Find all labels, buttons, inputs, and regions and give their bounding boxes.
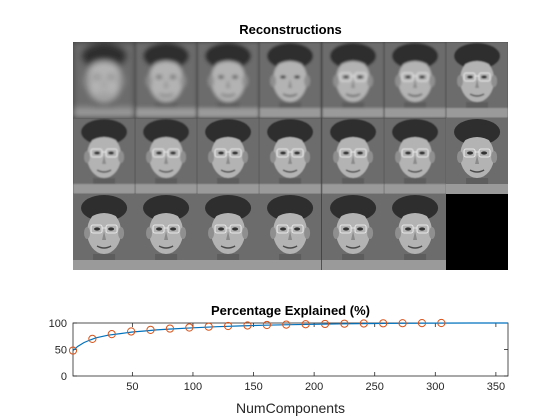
reconstruction-tile [73,194,136,270]
face-image [197,118,260,194]
face-image [321,118,384,194]
reconstruction-tile [321,194,384,270]
reconstruction-tile [197,42,260,118]
data-point-marker [379,319,388,328]
data-point-marker [262,320,271,330]
data-point-marker [204,322,213,331]
face-image [73,118,136,194]
x-tick-label: 100 [184,381,202,393]
percentage-explained-chart: Percentage Explained (%) 50 100 150 200 250 3… [49,303,509,416]
data-point-marker [437,318,446,328]
reconstructions-montage [73,42,508,270]
face-image [135,194,198,270]
reconstruction-tile [135,42,198,118]
reconstruction-tile [445,118,508,194]
data-point-marker [340,319,349,328]
data-point-marker [88,334,97,344]
data-point-marker [107,330,116,339]
data-point-marker [359,319,368,328]
x-tick-label: 300 [426,381,444,393]
reconstruction-tile [321,118,384,194]
face-image [445,118,508,194]
face-image [259,118,322,194]
reconstruction-tile [259,194,322,270]
data-point-marker [301,320,310,329]
y-tick-label: 0 [61,371,67,383]
reconstruction-tile [135,118,198,194]
data-point-marker [282,320,291,329]
chart-title: Percentage Explained (%) [211,303,370,318]
face-image [73,194,136,270]
face-image [135,118,198,194]
data-point-marker [398,319,407,328]
reconstruction-tile [135,194,198,270]
face-image [383,194,446,270]
reconstruction-tile [259,42,322,118]
reconstruction-tile [383,42,446,118]
data-point-marker [417,319,427,328]
y-tick-label: 50 [55,345,67,357]
reconstruction-tile [445,42,508,118]
x-tick-label: 50 [126,381,138,393]
x-tick-label: 150 [244,381,262,393]
reconstruction-tile [321,42,384,118]
x-axis-label: NumComponents [236,400,345,416]
data-point-marker [127,327,136,336]
data-point-marker [146,325,155,334]
data-point-marker [243,321,252,330]
montage-blank-tile [445,194,508,270]
y-tick-label: 100 [49,318,67,330]
face-image [383,118,446,194]
face-image [135,42,198,118]
face-image [197,194,260,270]
reconstruction-tile [197,118,260,194]
face-image [197,42,260,118]
x-tick-label: 200 [305,381,323,393]
plot-area [72,322,509,377]
face-image [259,42,322,118]
face-image [259,194,322,270]
reconstruction-tile [383,118,446,194]
data-point-marker [320,319,330,329]
face-image [321,42,384,118]
x-tick-label: 250 [366,381,384,393]
reconstruction-tile [197,194,260,270]
data-point-marker [185,323,194,332]
x-tick-label: 350 [487,381,505,393]
face-image [321,194,384,270]
reconstruction-tile [73,118,136,194]
face-image [445,42,508,118]
reconstruction-tile [73,42,136,118]
data-point-marker [68,346,78,355]
montage-title: Reconstructions [239,22,342,37]
face-image [73,42,136,118]
data-point-marker [223,321,233,331]
reconstruction-tile [259,118,322,194]
reconstruction-tile [383,194,446,270]
data-point-marker [165,324,175,333]
face-image [383,42,446,118]
